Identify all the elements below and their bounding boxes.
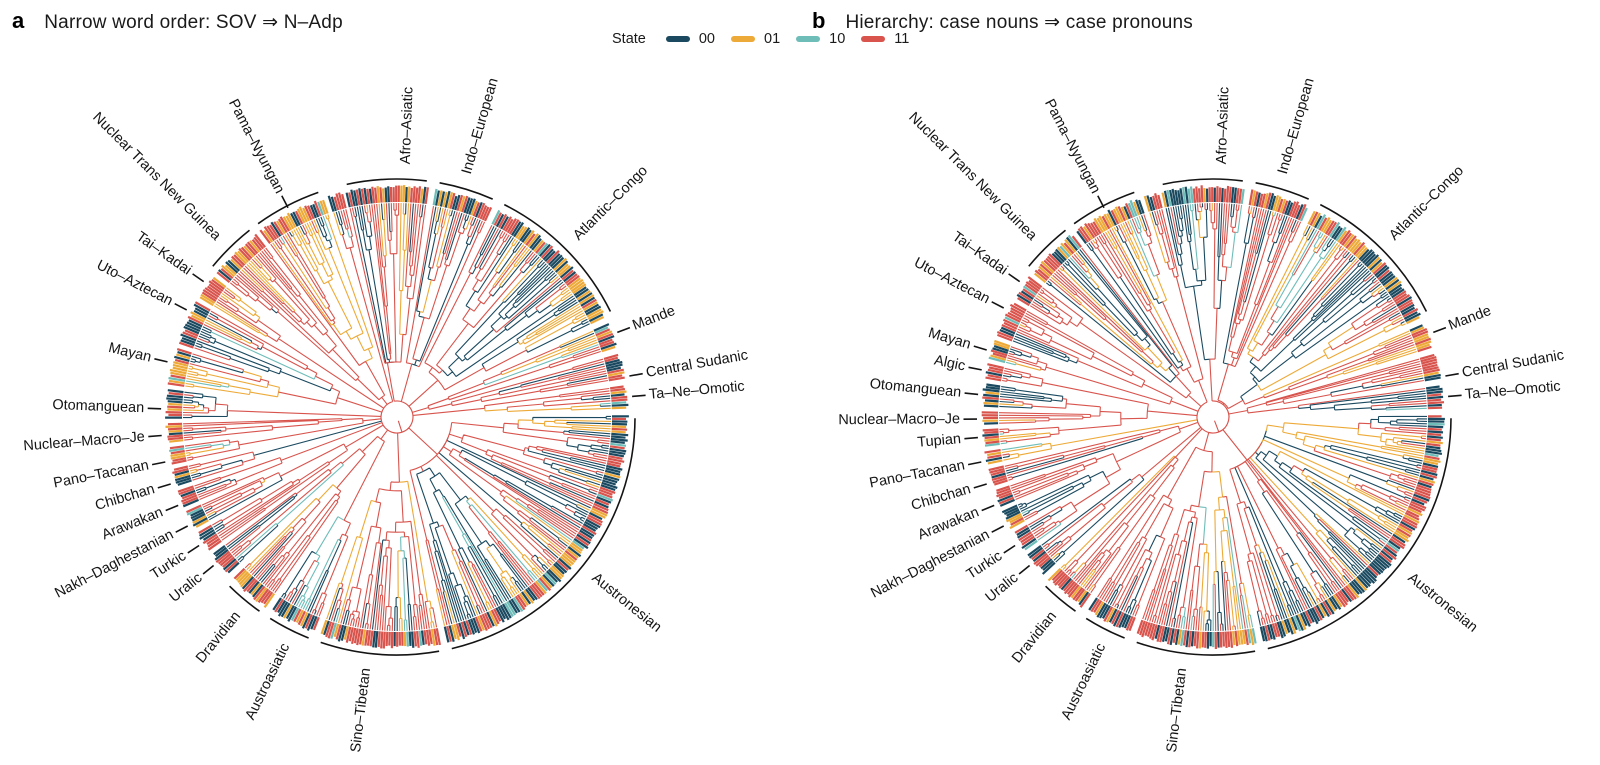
- panel-a-cladogram: Afro–Asiatic Indo–European Atlantic–Congo M…: [23, 76, 749, 753]
- family-label: Austroasiatic: [243, 641, 294, 723]
- family-label: Tupian: [917, 431, 962, 451]
- family-label: Central Sudanic: [1461, 347, 1565, 381]
- state-11-swatch: [861, 36, 886, 42]
- family-label: Otomanguean: [869, 376, 962, 401]
- legend-title: State: [612, 31, 646, 47]
- family-label: Indo–European: [1275, 76, 1318, 176]
- branch-set: [999, 203, 1427, 631]
- panel-a-letter: a: [12, 8, 25, 33]
- family-label: Dravidian: [193, 609, 244, 667]
- family-label: Turkic: [148, 548, 189, 583]
- legend-entry-00: 00: [665, 31, 715, 47]
- branch-set: [182, 202, 611, 631]
- family-label: Mande: [1446, 303, 1493, 334]
- family-label: Atlantic–Congo: [1386, 163, 1467, 244]
- branch-set: [984, 186, 1445, 648]
- family-label: Austronesian: [1405, 570, 1481, 636]
- family-extent-marks: [147, 178, 646, 656]
- family-label: Sino–Tibetan: [1164, 667, 1190, 753]
- family-label: Central Sudanic: [645, 347, 749, 381]
- legend-entry-10: 10: [796, 31, 845, 47]
- family-label: Tai–Kadai: [949, 229, 1010, 279]
- branch-set: [999, 203, 1428, 632]
- family-label: Mande: [630, 303, 677, 334]
- family-label: Pama–Nyungan: [225, 97, 287, 197]
- branch-set: [185, 215, 611, 631]
- state-01-swatch: [731, 36, 755, 42]
- legend-entry-11: 11: [861, 31, 909, 47]
- panel-b-title-text: Hierarchy: case nouns ⇒ case pronouns: [845, 12, 1194, 33]
- family-label: Dravidian: [1009, 609, 1060, 667]
- family-label: Otomanguean: [52, 397, 144, 416]
- family-label: Uralic: [983, 570, 1022, 606]
- family-label: Austronesian: [589, 570, 665, 636]
- family-label: Afro–Asiatic: [1214, 87, 1233, 165]
- family-label: Nuclear–Macro–Je: [838, 411, 960, 428]
- branch-set: [183, 202, 612, 632]
- panel-b-letter: b: [812, 8, 826, 33]
- family-label: Austroasiatic: [1059, 641, 1110, 723]
- branch-set: [981, 185, 1445, 650]
- family-label: Indo–European: [459, 76, 502, 176]
- branch-set: [165, 185, 627, 647]
- family-label: Ta–Ne–Omotic: [1464, 379, 1561, 403]
- family-label: Pama–Nyungan: [1041, 97, 1103, 197]
- family-label: Ta–Ne–Omotic: [648, 379, 745, 403]
- family-label: Uto–Aztecan: [94, 257, 175, 309]
- family-label: Mayan: [926, 325, 972, 353]
- state-00-swatch: [665, 36, 690, 42]
- family-label: Sino–Tibetan: [348, 667, 374, 753]
- state-10-swatch: [796, 36, 821, 42]
- branch-set: [982, 186, 1445, 649]
- state-11-label: 11: [894, 31, 910, 47]
- family-extent-marks: [963, 178, 1462, 656]
- branch-set: [982, 188, 1443, 649]
- family-label: Uralic: [167, 570, 206, 606]
- family-label: Nuclear Trans New Guinea: [89, 109, 224, 244]
- panel-b-title: b Hierarchy: case nouns ⇒ case pronouns: [812, 8, 1193, 34]
- branch-set: [165, 185, 628, 649]
- branch-set: [165, 186, 629, 648]
- branch-set: [998, 202, 1427, 632]
- family-label: Tai–Kadai: [133, 229, 194, 279]
- panel-a-title: a Narrow word order: SOV ⇒ N–Adp: [12, 8, 343, 34]
- family-label: Afro–Asiatic: [398, 87, 417, 165]
- state-00-label: 00: [698, 31, 715, 47]
- state-10-label: 10: [829, 31, 846, 47]
- state-01-label: 01: [764, 31, 781, 47]
- family-label: Atlantic–Congo: [570, 163, 651, 244]
- family-label: Algic: [933, 352, 967, 374]
- family-label: Nuclear Trans New Guinea: [905, 109, 1040, 244]
- legend-entry-01: 01: [731, 31, 780, 47]
- family-label: Turkic: [964, 548, 1005, 583]
- family-label: Mayan: [107, 340, 153, 366]
- branch-set: [168, 188, 627, 647]
- family-label: Nuclear–Macro–Je: [23, 429, 146, 454]
- state-legend: State 00 01 10 11: [612, 31, 909, 47]
- panel-a-title-text: Narrow word order: SOV ⇒ N–Adp: [44, 12, 343, 33]
- panel-b-cladogram: Afro–Asiatic Indo–European Atlantic–Congo M…: [838, 76, 1565, 753]
